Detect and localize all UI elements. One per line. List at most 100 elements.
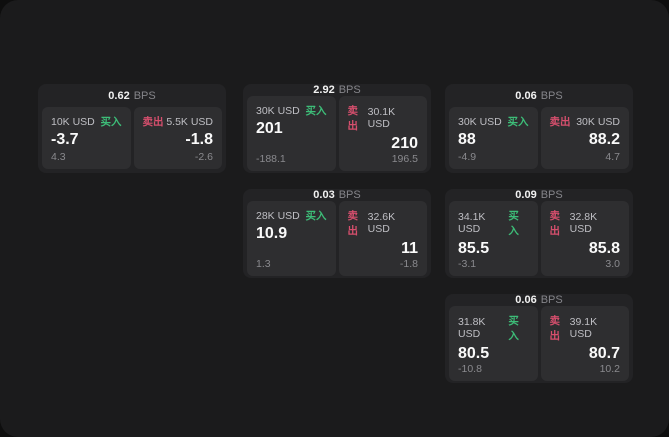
quote-panels: 28K USD 买入 10.9 1.3 卖出 32.6K USD 11 -1.8: [243, 201, 431, 280]
card-header: 2.92 BPS: [243, 84, 431, 96]
buy-panel[interactable]: 30K USD 买入 88 -4.9: [449, 107, 538, 169]
quote-card[interactable]: 0.06 BPS 30K USD 买入 88 -4.9 卖出 30K USD 8…: [445, 84, 633, 173]
sell-panel[interactable]: 卖出 32.6K USD 11 -1.8: [338, 201, 427, 277]
buy-panel[interactable]: 10K USD 买入 -3.7 4.3: [42, 107, 131, 169]
buy-price: 10.9: [256, 225, 288, 242]
sell-panel[interactable]: 卖出 5.5K USD -1.8 -2.6: [133, 107, 222, 169]
buy-panel-top: 31.8K USD 买入: [458, 313, 529, 343]
buy-side-label: 买入: [508, 315, 519, 342]
card-header: 0.03 BPS: [243, 189, 431, 201]
buy-amount: 30K USD: [458, 115, 502, 128]
sell-amount: 32.8K USD: [569, 211, 598, 235]
buy-side-label: 买入: [508, 210, 519, 237]
quote-card[interactable]: 0.06 BPS 31.8K USD 买入 80.5 -10.8 卖出 39.1…: [445, 294, 633, 383]
sell-side-label: 卖出: [549, 210, 561, 237]
sell-side-label: 卖出: [347, 210, 359, 237]
sell-panel[interactable]: 卖出 39.1K USD 80.7 10.2: [540, 306, 629, 382]
buy-panel[interactable]: 28K USD 买入 10.9 1.3: [247, 201, 336, 277]
bps-value: 0.06: [515, 294, 537, 306]
sell-amount: 30.1K USD: [367, 106, 396, 130]
buy-sub-value: 4.3: [51, 151, 66, 163]
quote-card[interactable]: 0.09 BPS 34.1K USD 买入 85.5 -3.1 卖出 32.8K…: [445, 189, 633, 278]
bps-unit-label: BPS: [133, 89, 156, 102]
buy-panel-top: 30K USD 买入: [256, 103, 327, 118]
buy-panel[interactable]: 31.8K USD 买入 80.5 -10.8: [449, 306, 538, 382]
buy-panel[interactable]: 30K USD 买入 201 -188.1: [247, 96, 336, 172]
buy-amount: 28K USD: [256, 209, 300, 222]
bps-value: 2.92: [313, 84, 335, 96]
card-header: 0.06 BPS: [445, 84, 633, 107]
quote-card[interactable]: 0.03 BPS 28K USD 买入 10.9 1.3 卖出 32.6K US…: [243, 189, 431, 278]
buy-panel-top: 28K USD 买入: [256, 208, 327, 223]
buy-price: 88: [458, 131, 476, 148]
bps-unit-label: BPS: [338, 189, 361, 201]
buy-side-label: 买入: [305, 210, 327, 222]
bps-unit-label: BPS: [338, 84, 361, 96]
sell-panel[interactable]: 卖出 30K USD 88.2 4.7: [540, 107, 629, 169]
sell-panel-top: 卖出 30.1K USD: [348, 103, 419, 133]
buy-sub-value: -4.9: [458, 151, 477, 163]
bps-value: 0.03: [313, 189, 335, 201]
bps-value: 0.06: [515, 89, 537, 102]
sell-panel[interactable]: 卖出 32.8K USD 85.8 3.0: [540, 201, 629, 277]
sell-side-label: 卖出: [549, 116, 571, 128]
buy-price: 80.5: [458, 345, 490, 362]
buy-amount: 10K USD: [51, 115, 95, 128]
sell-sub-value: 4.7: [605, 151, 620, 163]
buy-amount: 34.1K USD: [458, 211, 486, 235]
sell-side-label: 卖出: [142, 116, 164, 128]
sell-panel-top: 卖出 39.1K USD: [550, 313, 621, 343]
buy-sub-value: -188.1: [256, 153, 286, 166]
buy-amount: 30K USD: [256, 104, 300, 117]
buy-side-label: 买入: [305, 105, 327, 117]
buy-price: 201: [256, 120, 283, 137]
bps-unit-label: BPS: [540, 89, 563, 102]
sell-amount: 39.1K USD: [569, 316, 598, 340]
quote-panels: 31.8K USD 买入 80.5 -10.8 卖出 39.1K USD 80.…: [445, 306, 633, 385]
sell-sub-value: 3.0: [605, 258, 620, 271]
buy-panel-top: 34.1K USD 买入: [458, 208, 529, 238]
sell-amount: 32.6K USD: [367, 211, 396, 235]
quote-card[interactable]: 2.92 BPS 30K USD 买入 201 -188.1 卖出 30.1K …: [243, 84, 431, 173]
sell-panel[interactable]: 卖出 30.1K USD 210 196.5: [338, 96, 427, 172]
quote-panels: 30K USD 买入 201 -188.1 卖出 30.1K USD 210 1…: [243, 96, 431, 175]
bps-value: 0.62: [108, 89, 130, 102]
sell-price: 88.2: [588, 131, 620, 148]
sell-sub-value: -2.6: [194, 151, 213, 163]
quote-panels: 10K USD 买入 -3.7 4.3 卖出 5.5K USD -1.8 -2.…: [38, 107, 226, 173]
bps-unit-label: BPS: [540, 294, 563, 306]
sell-panel-top: 卖出 5.5K USD: [143, 114, 214, 129]
buy-sub-value: 1.3: [256, 258, 271, 271]
buy-price: 85.5: [458, 240, 490, 257]
sell-price: 210: [391, 135, 418, 152]
buy-side-label: 买入: [507, 116, 529, 128]
buy-panel[interactable]: 34.1K USD 买入 85.5 -3.1: [449, 201, 538, 277]
quote-card[interactable]: 0.62 BPS 10K USD 买入 -3.7 4.3 卖出 5.5K USD…: [38, 84, 226, 173]
quote-panels: 34.1K USD 买入 85.5 -3.1 卖出 32.8K USD 85.8…: [445, 201, 633, 280]
sell-price: 85.8: [588, 240, 620, 257]
buy-side-label: 买入: [100, 116, 122, 128]
buy-panel-top: 30K USD 买入: [458, 114, 529, 129]
sell-price: 80.7: [588, 345, 620, 362]
sell-sub-value: 10.2: [599, 363, 620, 376]
bps-value: 0.09: [515, 189, 537, 201]
sell-side-label: 卖出: [347, 105, 359, 132]
buy-price: -3.7: [51, 131, 79, 148]
bps-unit-label: BPS: [540, 189, 563, 201]
sell-panel-top: 卖出 30K USD: [550, 114, 621, 129]
sell-sub-value: 196.5: [391, 153, 418, 166]
sell-amount: 5.5K USD: [166, 115, 213, 128]
quote-panels: 30K USD 买入 88 -4.9 卖出 30K USD 88.2 4.7: [445, 107, 633, 173]
buy-sub-value: -3.1: [458, 258, 477, 271]
buy-sub-value: -10.8: [458, 363, 482, 376]
buy-panel-top: 10K USD 买入: [51, 114, 122, 129]
sell-amount: 30K USD: [576, 115, 620, 128]
card-header: 0.62 BPS: [38, 84, 226, 107]
card-header: 0.06 BPS: [445, 294, 633, 306]
sell-price: -1.8: [185, 131, 213, 148]
sell-sub-value: -1.8: [399, 258, 418, 271]
sell-panel-top: 卖出 32.8K USD: [550, 208, 621, 238]
sell-side-label: 卖出: [549, 315, 561, 342]
sell-panel-top: 卖出 32.6K USD: [348, 208, 419, 238]
